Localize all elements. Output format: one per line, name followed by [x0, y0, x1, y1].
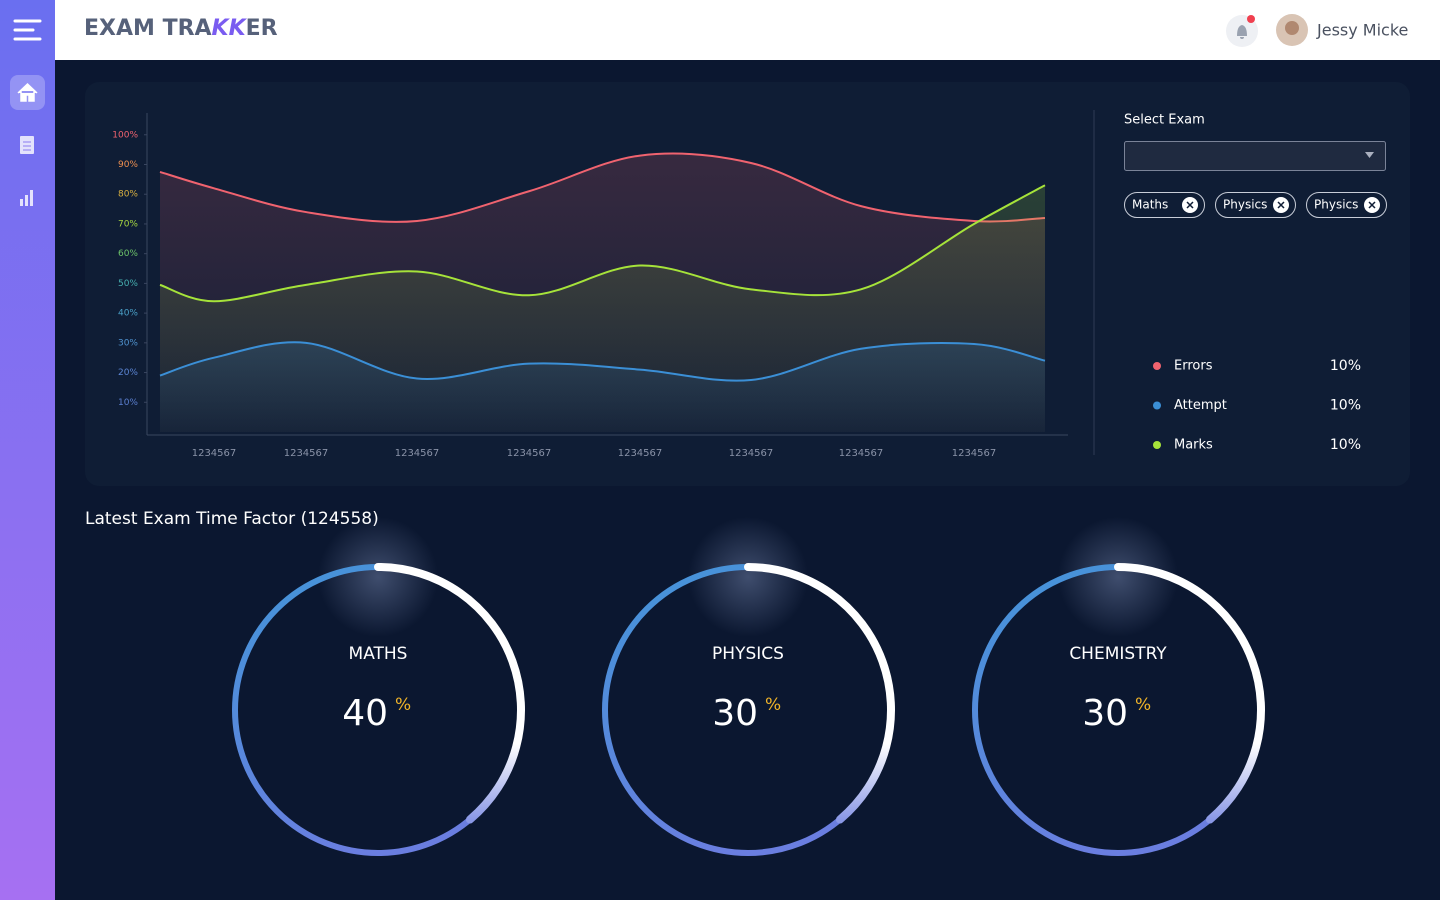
y-tick-label: 100%	[112, 130, 138, 140]
logo[interactable]: EXAM TRAKKER	[84, 16, 278, 41]
y-tick-label: 10%	[118, 398, 138, 408]
sidebar	[0, 0, 55, 900]
chip-label: Physics	[1314, 198, 1358, 212]
legend-label: Attempt	[1174, 398, 1227, 413]
user-name[interactable]: Jessy Micke	[1316, 21, 1408, 40]
remove-icon	[1368, 201, 1376, 209]
y-tick-label: 40%	[118, 309, 138, 319]
chip[interactable]	[1306, 192, 1387, 218]
y-tick-label: 70%	[118, 219, 138, 229]
gauge-glow	[318, 517, 438, 637]
gauge-value: 30	[712, 693, 758, 734]
dropdown-arrow	[1365, 152, 1374, 158]
y-tick-label: 50%	[118, 279, 138, 289]
remove-icon	[1186, 201, 1194, 209]
area	[160, 342, 1045, 432]
x-tick-label: 1234567	[618, 448, 663, 459]
x-tick-label: 1234567	[192, 448, 237, 459]
chip-label: Physics	[1223, 198, 1267, 212]
notification-badge	[1247, 15, 1255, 23]
legend-label: Marks	[1174, 438, 1213, 453]
legend-dot	[1153, 441, 1161, 449]
home-button[interactable]	[10, 75, 45, 110]
gauge-label: MATHS	[349, 644, 408, 664]
header	[0, 0, 1440, 60]
exam-select[interactable]	[1124, 141, 1386, 171]
x-tick-label: 1234567	[507, 448, 552, 459]
gauge-glow	[688, 517, 808, 637]
x-tick-label: 1234567	[284, 448, 329, 459]
y-tick-label: 30%	[118, 338, 138, 348]
chip[interactable]	[1124, 192, 1205, 218]
logo-text: ER	[246, 16, 278, 41]
gauge-arc	[1114, 563, 1265, 824]
gauge-arc	[374, 563, 525, 824]
legend-value: 10%	[1330, 398, 1361, 414]
bell-icon	[1237, 25, 1247, 39]
stats-button[interactable]	[20, 190, 33, 206]
menu-button[interactable]	[13, 19, 42, 41]
gauge-unit: %	[1135, 695, 1151, 715]
line	[159, 152, 1046, 223]
y-tick-label: 20%	[118, 368, 138, 378]
legend-dot	[1153, 362, 1161, 370]
legend-label: Errors	[1174, 359, 1213, 374]
gauge-value: 40	[342, 693, 388, 734]
x-tick-label: 1234567	[839, 448, 884, 459]
gauge-unit: %	[765, 695, 781, 715]
filter-label: Select Exam	[1124, 113, 1205, 128]
gauge-label: PHYSICS	[712, 644, 784, 664]
line	[159, 184, 1046, 303]
y-tick-label: 60%	[118, 249, 138, 259]
logo-accent: KK	[212, 16, 248, 41]
gauge-value: 30	[1082, 693, 1128, 734]
gauge-unit: %	[395, 695, 411, 715]
gauge-arc	[744, 563, 895, 824]
logo-text: EXAM TRA	[84, 16, 212, 41]
y-tick-label: 80%	[118, 190, 138, 200]
x-tick-label: 1234567	[395, 448, 440, 459]
gauge-label: CHEMISTRY	[1069, 644, 1167, 664]
line	[159, 341, 1046, 382]
chip[interactable]	[1215, 192, 1296, 218]
y-tick-label: 90%	[118, 160, 138, 170]
remove-icon	[1277, 201, 1285, 209]
line-chart: 10% 20% 30% 40% 50% 60% 70% 80% 90% 100% 1234567 12…	[112, 130, 1046, 459]
gauge-glow	[1058, 517, 1178, 637]
avatar-face	[1285, 21, 1299, 35]
x-tick-label: 1234567	[952, 448, 997, 459]
chip-label: Maths	[1132, 198, 1168, 212]
legend-value: 10%	[1330, 358, 1361, 374]
x-tick-label: 1234567	[729, 448, 774, 459]
legend-dot	[1153, 401, 1161, 410]
legend-value: 10%	[1330, 437, 1361, 453]
home-icon	[17, 82, 38, 102]
documents-button[interactable]	[20, 136, 34, 154]
section-title: Latest Exam Time Factor (124558)	[85, 509, 379, 529]
svg-text:EXAM TRAKKER: EXAM TRAKKER	[84, 16, 278, 41]
